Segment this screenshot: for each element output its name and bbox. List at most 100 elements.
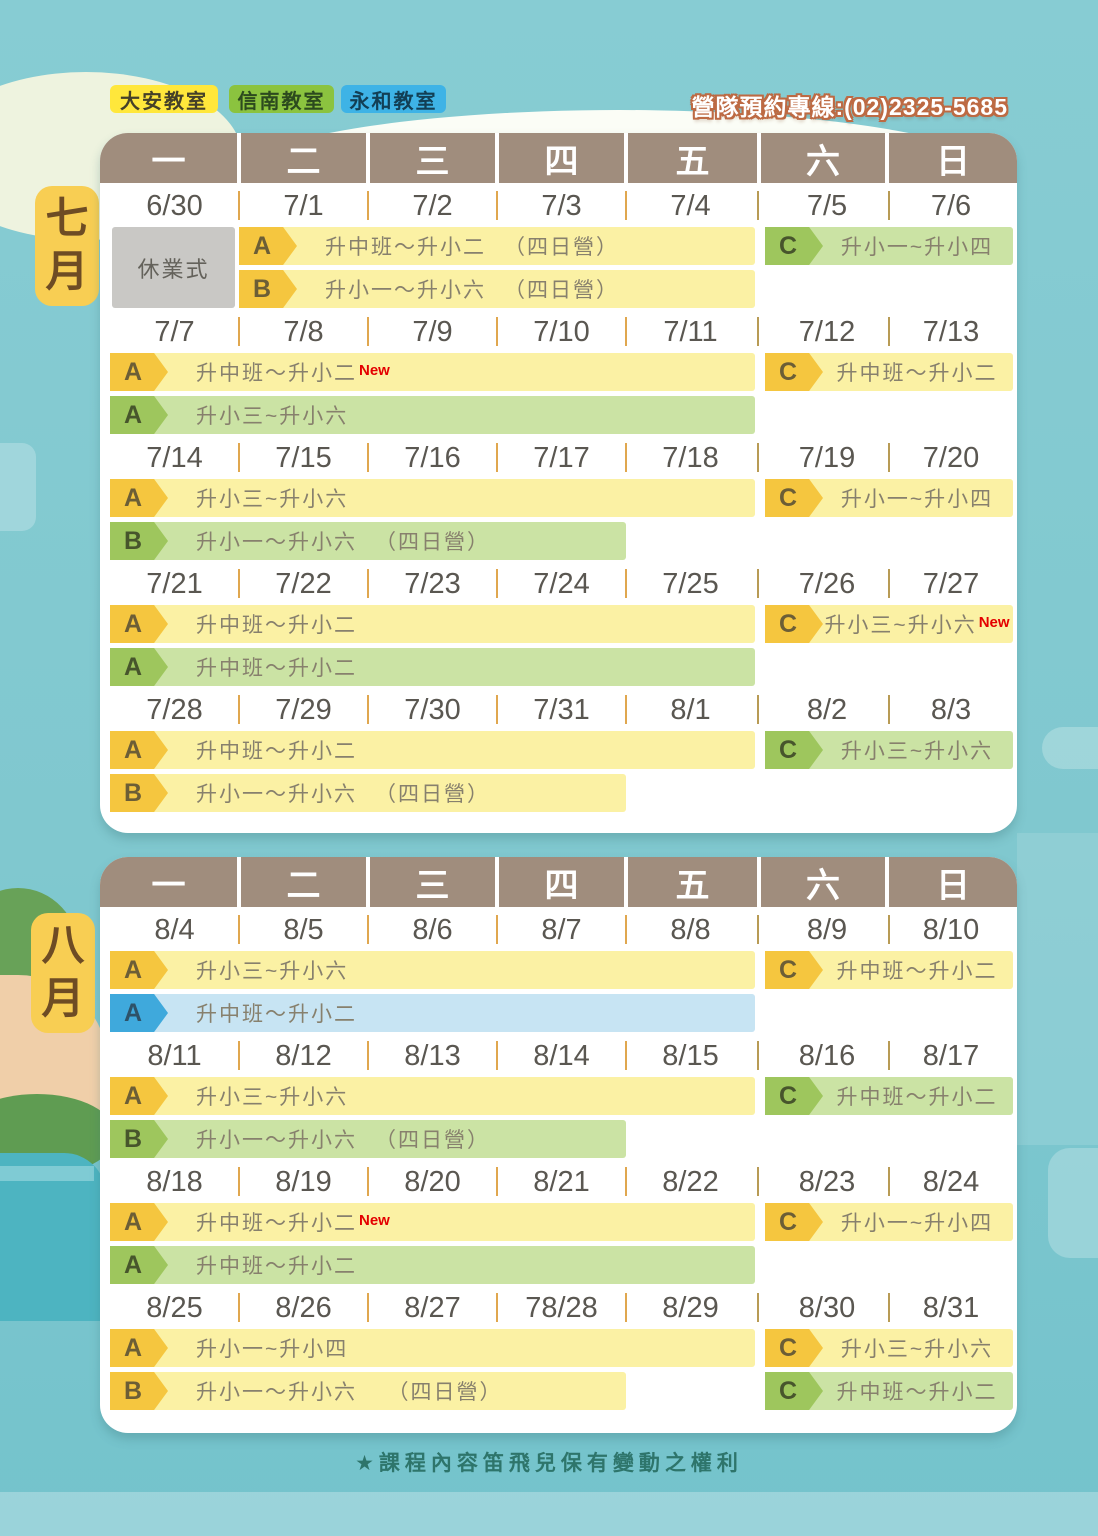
date-separator [367, 443, 369, 472]
date-cell: 7/28 [146, 694, 203, 726]
course-bar: A 升中班～升小二 [110, 605, 755, 643]
date-cell: 8/30 [798, 1292, 856, 1324]
session-badge: B [239, 270, 297, 308]
course-bar: C 升小一~升小四 [765, 227, 1013, 265]
date-cell: 8/9 [806, 914, 848, 946]
course-range-text: 升小一～升小六 [196, 1381, 357, 1404]
date-cell: 7/30 [404, 694, 461, 726]
session-badge: A [110, 605, 168, 643]
session-badge: C [765, 353, 823, 391]
course-bar: C 升中班～升小二 [765, 353, 1013, 391]
footer-disclaimer: ★課程內容笛飛兒保有變動之權利 [355, 1452, 743, 1475]
date-cell: 8/6 [412, 914, 453, 946]
course-bar: B 升小一～升小六 （四日營） [110, 774, 626, 812]
weekday-header: 六 [761, 133, 885, 183]
course-bar: C 升小三~升小六 [765, 1329, 1013, 1367]
date-cell: 8/12 [275, 1040, 332, 1072]
date-cell: 8/21 [533, 1166, 590, 1198]
weekday-header: 一 [100, 857, 237, 907]
four-day-camp-text: （四日營） [375, 1129, 490, 1152]
date-separator [757, 569, 759, 598]
course-bar: A 升中班～升小二 [110, 731, 755, 769]
course-range-text: 升小三~升小六 [196, 960, 349, 983]
course-bar: A 升小一~升小四 [110, 1329, 755, 1367]
date-separator [367, 695, 369, 724]
weekday-header: 三 [370, 133, 495, 183]
date-separator [757, 695, 759, 724]
date-cell: 8/1 [670, 694, 711, 726]
course-bar-content: 升小三~升小六 [196, 951, 348, 989]
session-badge: A [110, 648, 168, 686]
date-cell: 8/2 [806, 694, 848, 726]
date-cell: 7/22 [275, 568, 332, 600]
course-range-text: 升小一～升小六 [196, 531, 357, 554]
legend-tab-yonghe-classroom: 永和教室 [341, 85, 446, 113]
session-badge: B [110, 1372, 168, 1410]
date-cell: 8/20 [404, 1166, 461, 1198]
date-separator [367, 191, 369, 220]
course-range-text: 升中班～升小二 [196, 614, 357, 637]
session-badge: C [765, 1329, 823, 1367]
course-range-text: 升中班～升小二 [836, 1381, 998, 1404]
session-badge: B [110, 1120, 168, 1158]
date-cell: 8/5 [283, 914, 324, 946]
week-row: 7/7 7/8 7/9 7/10 7/11 7/12 7/13 A 升中班～升小二 New C 升中班… [100, 309, 1017, 435]
date-cell: 7/2 [412, 190, 453, 222]
course-range-text: 升中班～升小二 [836, 362, 998, 385]
date-cell: 7/24 [533, 568, 590, 600]
week-row: 7/14 7/15 7/16 7/17 7/18 7/19 7/20 A 升小三~升小六 C 升小一… [100, 435, 1017, 561]
date-separator [496, 695, 498, 724]
course-bar-content: 升小一~升小四 [823, 227, 1011, 265]
week-row: 8/18 8/19 8/20 8/21 8/22 8/23 8/24 A 升中班～升小二 New C… [100, 1159, 1017, 1285]
date-cell: 8/7 [541, 914, 582, 946]
course-bar: B 升小一～升小六 （四日營） [110, 1372, 626, 1410]
date-cell: 8/11 [147, 1040, 202, 1072]
session-badge: C [765, 951, 823, 989]
session-badge: B [110, 774, 168, 812]
date-cell: 7/11 [663, 316, 718, 348]
date-separator [496, 1293, 498, 1322]
month-label-july: 七月 [35, 186, 99, 306]
date-cell: 8/3 [930, 694, 972, 726]
date-cell: 8/4 [154, 914, 195, 946]
course-bar: B 升小一～升小六 （四日營） [110, 522, 626, 560]
course-bar-content: 升中班～升小二 New [196, 1203, 390, 1241]
course-range-text: 升小三~升小六 [824, 614, 977, 637]
date-cell: 7/4 [670, 190, 711, 222]
weekday-header: 五 [628, 857, 757, 907]
four-day-camp-text: （四日營） [375, 531, 490, 554]
date-cell: 7/31 [533, 694, 590, 726]
session-badge: A [110, 1203, 168, 1241]
course-bar-content: 升小一～升小六 （四日營） [196, 1120, 490, 1158]
date-separator [625, 1041, 627, 1070]
date-cell: 7/27 [922, 568, 980, 600]
date-cell: 8/14 [533, 1040, 590, 1072]
course-bar: C 升中班～升小二 [765, 1077, 1013, 1115]
course-bar-content: 升小三~升小六 [823, 1329, 1011, 1367]
course-bar: A 升中班～升小二 [110, 994, 755, 1032]
date-separator [238, 569, 240, 598]
date-cell: 7/17 [533, 442, 590, 474]
date-separator [625, 191, 627, 220]
date-cell: 8/26 [275, 1292, 332, 1324]
bottom-light-band [0, 1492, 1098, 1536]
date-cell: 8/25 [146, 1292, 203, 1324]
date-cell: 7/25 [662, 568, 719, 600]
weekday-header: 五 [628, 133, 757, 183]
date-cell: 7/1 [283, 190, 324, 222]
course-range-text: 升中班～升小二 [836, 1086, 998, 1109]
date-cell: 7/20 [922, 442, 980, 474]
course-bar-content: 升中班～升小二 New [196, 353, 390, 391]
date-separator [367, 1293, 369, 1322]
date-separator [238, 1167, 240, 1196]
date-cell: 7/7 [154, 316, 195, 348]
date-separator [757, 915, 759, 944]
week-row: 7/28 7/29 7/30 7/31 8/1 8/2 8/3 A 升中班～升小二 C 升小三~升小… [100, 687, 1017, 813]
date-cell: 8/17 [922, 1040, 980, 1072]
session-badge: A [110, 1246, 168, 1284]
date-cell: 8/15 [662, 1040, 719, 1072]
date-cell: 7/16 [404, 442, 461, 474]
weekday-header: 日 [889, 857, 1017, 907]
closing-ceremony-note: 休業式 [112, 227, 235, 308]
